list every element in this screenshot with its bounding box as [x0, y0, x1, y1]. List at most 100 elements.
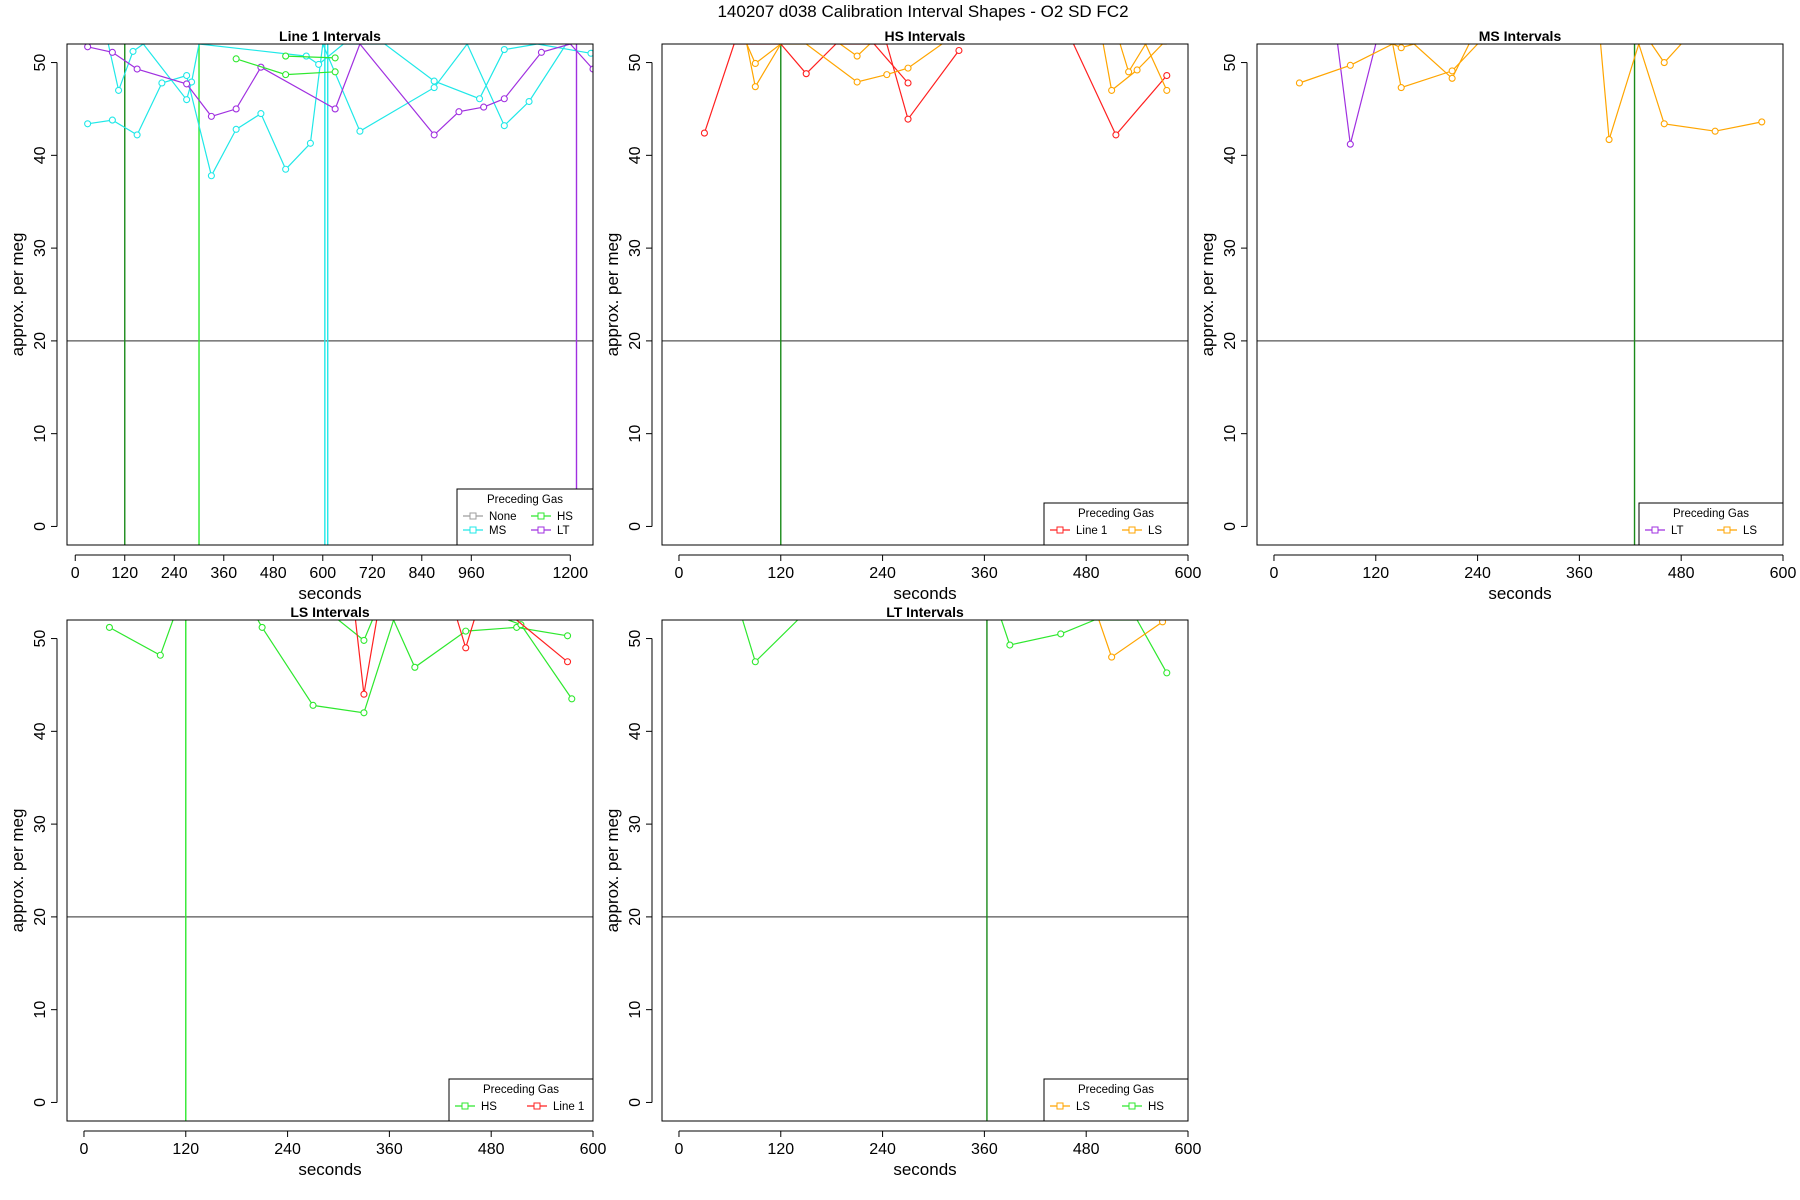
data-point — [955, 46, 963, 55]
legend-label: LT — [557, 525, 570, 537]
x-tick-label: 240 — [1464, 565, 1491, 582]
y-tick-label: 0 — [32, 522, 49, 531]
chart-panel-4: LS Intervals 0 120 240 360 480 600 seconds 0 10 20… — [8, 604, 606, 1179]
data-point — [183, 96, 191, 104]
data-point — [331, 54, 339, 62]
legend-box — [1043, 1078, 1189, 1122]
legend-label: HS — [557, 511, 573, 523]
data-point — [306, 139, 314, 147]
legend-entry: HS — [531, 511, 573, 523]
data-point — [411, 663, 419, 671]
data-point — [1108, 653, 1116, 661]
plot-area — [700, 44, 1171, 545]
data-point — [302, 52, 310, 60]
series-line — [1119, 44, 1168, 91]
legend-swatch-marker — [1651, 526, 1659, 534]
legend: Preceding Gas LT LS — [1638, 502, 1784, 546]
data-point — [525, 97, 533, 106]
x-tick-label: 360 — [376, 1141, 403, 1158]
data-point — [331, 105, 339, 113]
data-point — [258, 623, 266, 631]
series-line — [1000, 620, 1168, 674]
x-tick-label: 600 — [1175, 1141, 1202, 1158]
x-axis: 0 120 240 360 480 600 720 840 960 1200 seconds — [71, 554, 588, 603]
plot-frame — [661, 43, 1189, 546]
y-tick-label: 30 — [627, 815, 644, 833]
legend: Preceding Gas LS HS — [1043, 1078, 1189, 1122]
data-point — [1660, 120, 1668, 128]
legend-title: Preceding Gas — [1078, 1084, 1154, 1096]
data-point — [282, 52, 290, 60]
y-tick-label: 0 — [627, 522, 644, 531]
x-tick-label: 600 — [1770, 565, 1797, 582]
legend-label: HS — [1148, 1101, 1164, 1113]
legend: Preceding Gas HS Line 1 — [448, 1078, 594, 1122]
plot-area — [105, 620, 576, 1121]
data-point — [587, 49, 593, 57]
y-tick-label: 20 — [32, 908, 49, 926]
x-tick-label: 120 — [767, 565, 794, 582]
data-point — [331, 68, 339, 76]
data-point — [1346, 61, 1354, 69]
data-point — [129, 47, 137, 55]
x-tick-label: 0 — [675, 1141, 684, 1158]
y-tick-label: 30 — [32, 815, 49, 833]
data-point — [455, 108, 463, 116]
legend-box — [1043, 502, 1189, 546]
y-tick-label: 0 — [1222, 522, 1239, 531]
plot-frame — [661, 619, 1189, 1122]
x-tick-label: 600 — [580, 1141, 607, 1158]
data-point — [1397, 44, 1405, 52]
data-point — [282, 165, 290, 173]
data-point — [430, 77, 438, 85]
legend-swatch-marker — [537, 512, 545, 520]
data-point — [232, 125, 240, 133]
y-axis-label: approx. per meg — [1198, 233, 1217, 357]
legend-entry: Line 1 — [1050, 525, 1107, 537]
data-point — [537, 48, 545, 56]
data-point — [589, 65, 593, 73]
series-line — [1337, 44, 1377, 145]
y-axis: 0 10 20 30 40 50 approx. per meg — [8, 630, 58, 1107]
y-tick-label: 10 — [32, 1001, 49, 1019]
legend-label: Line 1 — [553, 1101, 584, 1113]
series-line — [1299, 44, 1470, 84]
x-tick-label: 0 — [1270, 565, 1279, 582]
data-point — [315, 60, 323, 68]
legend-swatch-marker — [469, 526, 477, 534]
legend-swatch-marker — [1056, 526, 1064, 534]
y-tick-label: 20 — [627, 908, 644, 926]
data-point — [1397, 84, 1405, 92]
chart-panels: Line 1 Intervals 0 120 240 360 480 600 720 840 96… — [8, 28, 1796, 1179]
plot-area — [84, 44, 593, 545]
plot-frame — [1256, 43, 1784, 546]
x-tick-label: 600 — [309, 565, 336, 582]
x-tick-label: 720 — [359, 565, 386, 582]
data-point — [207, 112, 215, 120]
legend-entry: LS — [1717, 525, 1757, 537]
legend-swatch-marker — [537, 526, 545, 534]
y-tick-label: 0 — [32, 1098, 49, 1107]
legend: Preceding Gas Line 1 LS — [1043, 502, 1189, 546]
data-point — [1163, 71, 1171, 80]
series-line — [87, 44, 593, 136]
x-axis-label: seconds — [298, 584, 361, 603]
y-axis: 0 10 20 30 40 50 approx. per meg — [8, 54, 58, 531]
data-point — [883, 71, 891, 79]
chart-title: LT Intervals — [886, 604, 964, 620]
x-tick-label: 360 — [1566, 565, 1593, 582]
data-point — [563, 632, 572, 640]
x-tick-label: 120 — [111, 565, 138, 582]
data-point — [500, 46, 508, 54]
legend-entry: Line 1 — [527, 1101, 584, 1113]
y-tick-label: 40 — [627, 722, 644, 740]
data-point — [115, 86, 123, 94]
chart-title: HS Intervals — [885, 28, 966, 44]
plot-area — [742, 620, 1171, 1121]
y-axis-label: approx. per meg — [603, 233, 622, 357]
data-point — [1108, 86, 1116, 94]
data-point — [257, 110, 265, 118]
data-point — [133, 65, 141, 73]
x-tick-label: 480 — [1668, 565, 1695, 582]
data-point — [1711, 127, 1719, 135]
